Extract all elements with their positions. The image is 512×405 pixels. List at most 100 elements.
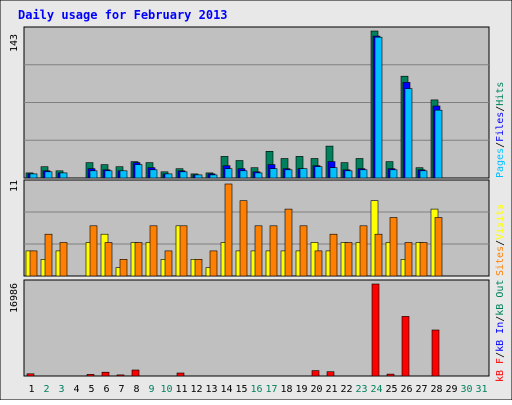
bar-pages-day-19 (299, 168, 308, 179)
x-tick-label: 17 (265, 384, 277, 395)
bar-pages-day-24 (374, 36, 383, 179)
bar-pages-day-18 (284, 169, 293, 179)
bar-kbf-day-28 (431, 329, 440, 377)
bar-pages-day-27 (419, 170, 428, 179)
bar-sites-day-19 (299, 225, 308, 277)
bar-pages-day-21 (329, 167, 338, 179)
bar-sites-day-28 (434, 217, 443, 277)
bar-pages-day-26 (404, 88, 413, 179)
bar-pages-day-23 (359, 169, 368, 179)
legend-sites: Sites (495, 246, 506, 276)
x-tick-label: 6 (103, 384, 109, 395)
bar-pages-day-15 (239, 170, 248, 179)
bottom-legend: kB F/kB In/kB Out (495, 280, 506, 382)
legend-hits: Hits (495, 82, 506, 106)
bar-pages-day-17 (269, 168, 278, 179)
x-tick-label: 29 (445, 384, 457, 395)
x-tick-label: 15 (235, 384, 247, 395)
legend-kbf: kB F (495, 358, 506, 382)
bar-sites-day-15 (239, 200, 248, 277)
bar-pages-day-16 (254, 172, 263, 179)
bar-pages-day-10 (164, 173, 173, 179)
bar-sites-day-23 (359, 225, 368, 277)
bar-sites-day-2 (44, 233, 53, 277)
x-tick-label: 24 (370, 384, 382, 395)
bottom-ymax-label: 16986 (9, 283, 20, 313)
bar-pages-day-2 (44, 171, 53, 179)
bar-sites-day-9 (149, 225, 158, 277)
bar-sites-day-22 (344, 242, 353, 277)
bar-sites-day-10 (164, 250, 173, 277)
middle-legend: Sites/Visits (495, 204, 506, 276)
bar-sites-day-27 (419, 242, 428, 277)
middle-panel (23, 179, 490, 277)
bar-sites-day-11 (179, 225, 188, 277)
bar-sites-day-3 (59, 242, 68, 277)
x-tick-label: 8 (133, 384, 139, 395)
bar-sites-day-18 (284, 208, 293, 277)
bar-kbf-day-24 (371, 283, 380, 377)
bar-sites-day-14 (224, 183, 233, 277)
x-tick-label: 19 (295, 384, 307, 395)
bar-kbf-day-25 (386, 373, 395, 377)
legend-pages: Pages (495, 148, 506, 178)
x-tick-label: 1 (28, 384, 34, 395)
x-tick-label: 4 (73, 384, 79, 395)
legend-kbout: kB Out (495, 280, 506, 316)
bar-pages-day-20 (314, 166, 323, 179)
bar-sites-day-24 (374, 233, 383, 277)
x-tick-label: 10 (160, 384, 172, 395)
bar-pages-day-7 (119, 170, 128, 179)
bar-kbf-day-20 (311, 370, 320, 377)
x-tick-label: 11 (175, 384, 187, 395)
bar-pages-day-25 (389, 169, 398, 179)
bottom-panel (23, 279, 490, 377)
plot-area (23, 279, 490, 377)
x-tick-label: 21 (325, 384, 337, 395)
x-tick-label: 9 (148, 384, 154, 395)
legend-visits: Visits (495, 204, 506, 240)
bar-sites-day-17 (269, 225, 278, 277)
bar-pages-day-13 (209, 174, 218, 179)
x-tick-label: 14 (220, 384, 232, 395)
chart-title: Daily usage for February 2013 (18, 8, 228, 22)
bar-pages-day-3 (59, 172, 68, 179)
x-tick-label: 7 (118, 384, 124, 395)
bar-pages-day-12 (194, 174, 203, 179)
bar-sites-day-21 (329, 233, 338, 277)
legend-kbin: kB In (495, 322, 506, 352)
bar-sites-day-12 (194, 258, 203, 277)
bar-pages-day-22 (344, 170, 353, 179)
x-tick-label: 25 (385, 384, 397, 395)
bar-kbf-day-8 (131, 369, 140, 377)
bar-pages-day-8 (134, 164, 143, 179)
bar-sites-day-26 (404, 242, 413, 277)
bar-kbf-day-26 (401, 316, 410, 377)
top-legend: Pages/Files/Hits (495, 82, 506, 178)
bar-kbf-day-7 (116, 374, 125, 377)
x-tick-label: 30 (460, 384, 472, 395)
x-tick-label: 23 (355, 384, 367, 395)
bar-kbf-day-1 (26, 373, 35, 377)
top-panel (23, 26, 490, 179)
x-tick-label: 3 (58, 384, 64, 395)
x-tick-label: 18 (280, 384, 292, 395)
bar-pages-day-28 (434, 109, 443, 179)
x-tick-label: 27 (415, 384, 427, 395)
x-tick-label: 13 (205, 384, 217, 395)
bar-sites-day-16 (254, 225, 263, 277)
bar-pages-day-9 (149, 169, 158, 179)
bar-sites-day-7 (119, 258, 128, 277)
bar-pages-day-1 (29, 173, 38, 179)
x-tick-label: 16 (250, 384, 262, 395)
x-tick-label: 20 (310, 384, 322, 395)
x-tick-label: 26 (400, 384, 412, 395)
x-tick-label: 28 (430, 384, 442, 395)
bar-sites-day-8 (134, 242, 143, 277)
bar-kbf-day-6 (101, 371, 110, 377)
bar-pages-day-5 (89, 170, 98, 179)
middle-ymax-label: 11 (9, 180, 20, 192)
bar-sites-day-13 (209, 250, 218, 277)
